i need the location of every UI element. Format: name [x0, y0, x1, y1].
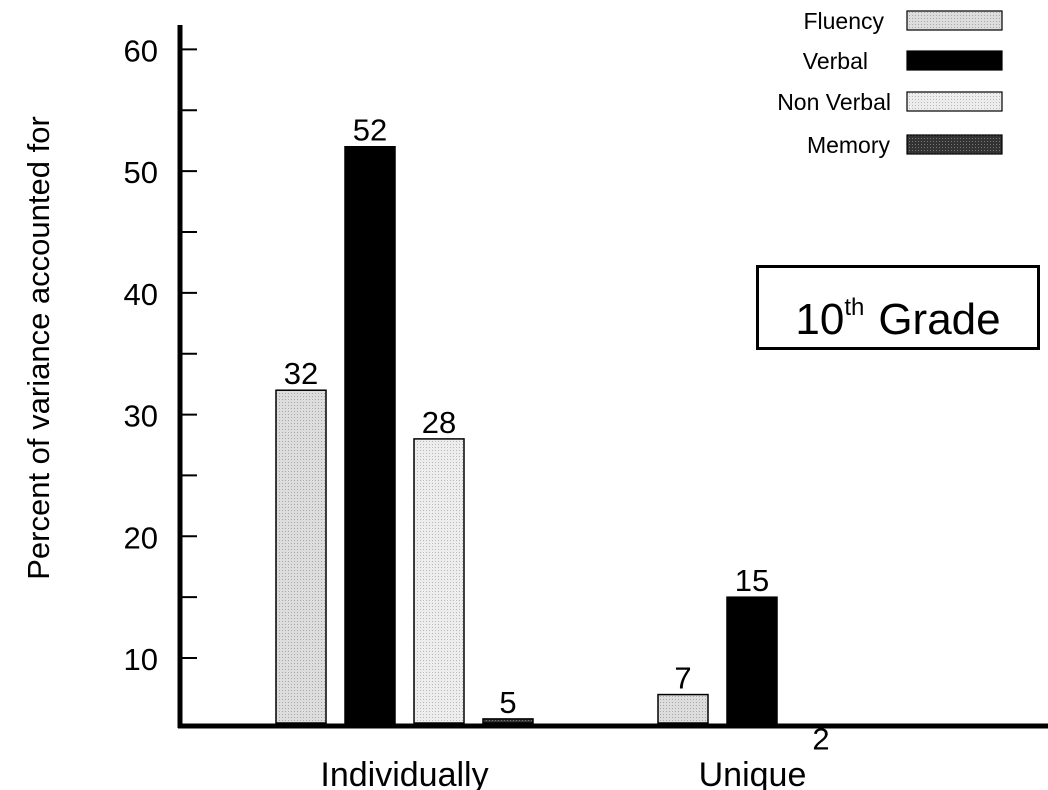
- y-tick-label: 20: [124, 520, 158, 555]
- y-tick-label: 60: [124, 33, 158, 68]
- legend-label-verbal: Verbal: [803, 48, 868, 74]
- grade-number: 10: [795, 295, 844, 344]
- legend-label-non-verbal: Non Verbal: [777, 89, 891, 115]
- x-category-label: Unique: [699, 756, 807, 790]
- bar-value-label: 5: [499, 685, 516, 720]
- y-tick-label: 30: [124, 399, 158, 434]
- x-category-label: Individually: [320, 756, 488, 790]
- bar-non-verbal-individually: [414, 439, 464, 723]
- bar-verbal-unique: [727, 597, 777, 723]
- bar-value-label: 15: [735, 563, 769, 598]
- y-tick-label: 50: [124, 155, 158, 190]
- bar-value-label: 28: [422, 405, 456, 440]
- bar-value-label: 52: [353, 113, 387, 148]
- bar-value-label: 2: [812, 721, 829, 756]
- bar-fluency-individually: [276, 390, 326, 723]
- grade-word: Grade: [878, 295, 1000, 344]
- legend-swatch-memory: [907, 135, 1002, 154]
- legend-swatch-fluency: [907, 11, 1002, 30]
- legend-swatch-verbal: [907, 51, 1002, 70]
- legend-label-memory: Memory: [807, 132, 891, 158]
- bar-value-label: 32: [284, 356, 318, 391]
- bar-verbal-individually: [345, 147, 395, 723]
- grade-suffix: th: [844, 294, 864, 321]
- bar-fluency-unique: [658, 695, 708, 723]
- bar-value-label: 7: [674, 661, 691, 696]
- y-tick-label: 40: [124, 277, 158, 312]
- legend-swatch-non-verbal: [907, 92, 1002, 111]
- legend-label-fluency: Fluency: [803, 8, 884, 34]
- grade-annotation: 10th Grade: [756, 265, 1040, 350]
- y-tick-label: 10: [124, 642, 158, 677]
